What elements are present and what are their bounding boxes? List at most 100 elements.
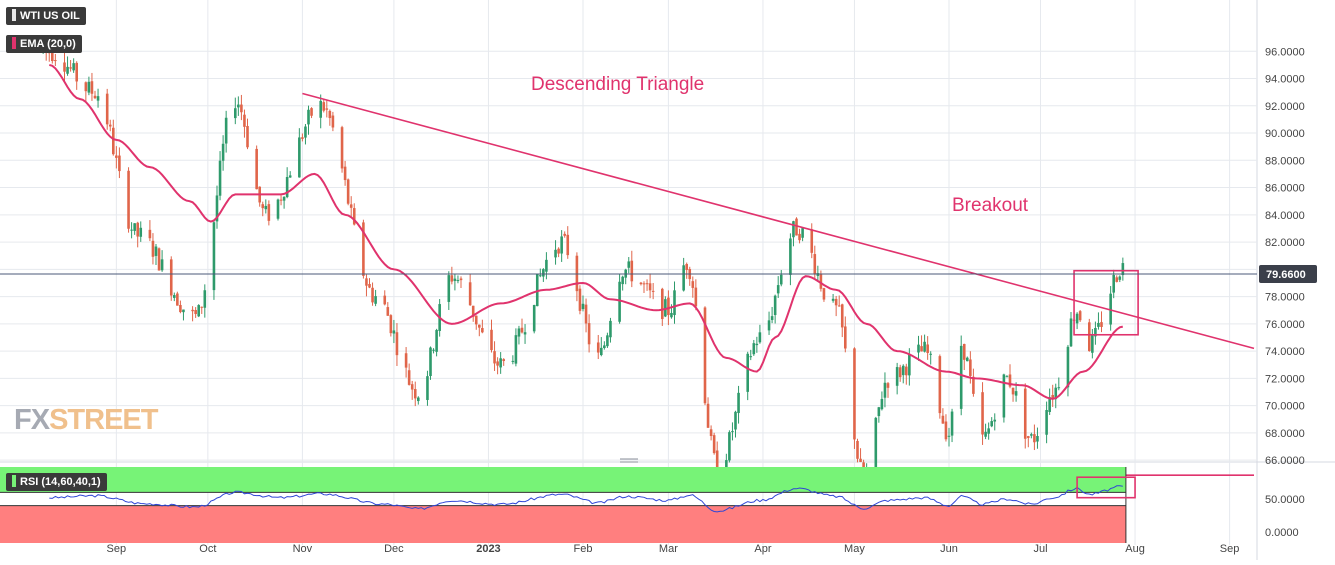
candle [810,223,814,259]
candle [682,257,685,292]
ema-badge[interactable]: EMA (20,0) [6,35,82,53]
candle [941,408,945,424]
candle [301,133,304,142]
candle [1109,286,1112,331]
candle [450,266,454,285]
symbol-badge[interactable]: WTI US OIL [6,7,86,25]
candle [755,336,759,353]
candle [898,364,902,382]
candle [685,262,688,279]
candle [93,90,97,100]
candle [96,88,100,108]
candle [298,128,301,178]
rsi-oversold-zone [0,505,1126,543]
candle [194,307,197,318]
symbol-swatch [12,9,16,21]
candle [944,414,948,442]
x-tick-label: Sep [1220,543,1240,555]
last-price-badge [1259,264,1317,283]
candle [694,279,698,311]
candle [392,319,396,344]
candle [532,304,536,334]
candle [69,59,72,72]
x-tick-label: Apr [754,543,771,555]
y-tick-label: 92.0000 [1265,101,1305,113]
candle [221,135,225,171]
candle [639,281,643,286]
candle [331,111,335,132]
candle [737,385,740,424]
candle [112,119,115,156]
candle [798,228,801,244]
candle [789,233,792,286]
candle [75,61,78,90]
candle [224,110,228,153]
fxstreet-logo: FXSTREET [14,404,158,437]
y-tick-label: 84.0000 [1265,210,1305,222]
candle [563,231,566,238]
candle [926,336,929,360]
candle [831,293,835,303]
candle [276,198,280,221]
candle [545,252,548,280]
candle [365,274,368,297]
candle [1033,424,1036,451]
breakout-box[interactable] [1073,269,1139,336]
candle [499,352,502,374]
candle [456,275,460,284]
candle [929,351,932,365]
candle [352,203,356,226]
candle [938,354,942,419]
descending-trendline[interactable] [302,92,1255,350]
candle [801,227,804,242]
candle [148,220,152,242]
candle [606,332,609,348]
candle [246,118,249,150]
x-tick-label: Nov [293,543,313,555]
candle [517,325,521,345]
candle [853,347,856,449]
candle [621,275,624,291]
candle [133,223,136,235]
candle [389,314,393,337]
y-tick-label: 72.0000 [1265,373,1305,385]
candle [496,357,499,375]
candle [176,291,179,306]
candle [514,328,518,367]
candle [1002,373,1006,423]
candle [905,363,908,385]
last-price-label: 79.6600 [1266,269,1306,281]
candle [1091,328,1094,359]
candle [776,276,780,298]
y-tick-label: 66.0000 [1265,455,1305,467]
candle [651,282,655,300]
candle [173,292,176,302]
candle [981,382,984,445]
candle [288,171,292,178]
candle [282,196,286,209]
rsi-badge[interactable]: RSI (14,60,40,1) [6,473,107,491]
candle [1066,344,1070,397]
candle [972,368,975,397]
candle [1112,269,1115,299]
candle [901,364,905,384]
candle [105,88,109,130]
candle [410,380,414,400]
candle [417,396,420,405]
candle [966,356,969,362]
candle [319,94,322,129]
y-tick-label: 76.0000 [1265,319,1305,331]
candle [212,220,216,300]
candle [139,221,143,242]
candle [413,381,417,407]
candle [279,195,283,206]
rsi-breakout-box[interactable] [1076,476,1136,499]
candle [600,337,603,357]
candle [328,109,332,126]
candle [63,52,66,83]
candle [554,240,557,265]
candle [664,296,667,318]
candle [383,290,387,306]
